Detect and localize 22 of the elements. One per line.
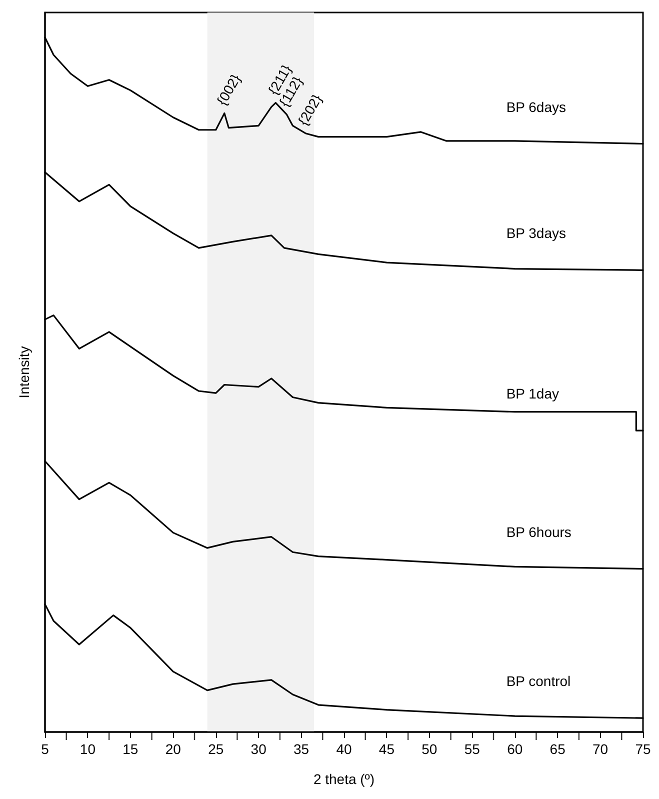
x-tick-label: 10 [80,741,96,757]
x-tick-label: 55 [464,741,480,757]
x-tick-label: 70 [592,741,608,757]
x-tick-label: 45 [378,741,395,757]
x-tick-label: 5 [41,741,50,757]
x-tick-label: 65 [550,741,566,757]
x-tick-label: 15 [122,741,138,757]
y-axis-title: Intensity [16,346,32,398]
x-tick-label: 35 [293,741,310,757]
x-axis-title: 2 theta (º) [313,771,375,787]
x-tick-label: 20 [165,741,182,757]
series-label: BP 1day [506,386,559,402]
x-tick-label: 50 [422,741,438,757]
x-tick-label: 40 [336,741,352,757]
x-tick-label: 30 [250,741,267,757]
x-tick-label: 60 [507,741,523,757]
x-tick-label: 25 [208,741,224,757]
series-label: BP 3days [506,225,566,242]
series-label: BP 6hours [506,524,572,540]
series-label: BP control [506,673,571,690]
series-label: BP 6days [506,98,566,115]
x-tick-label: 75 [635,741,651,757]
